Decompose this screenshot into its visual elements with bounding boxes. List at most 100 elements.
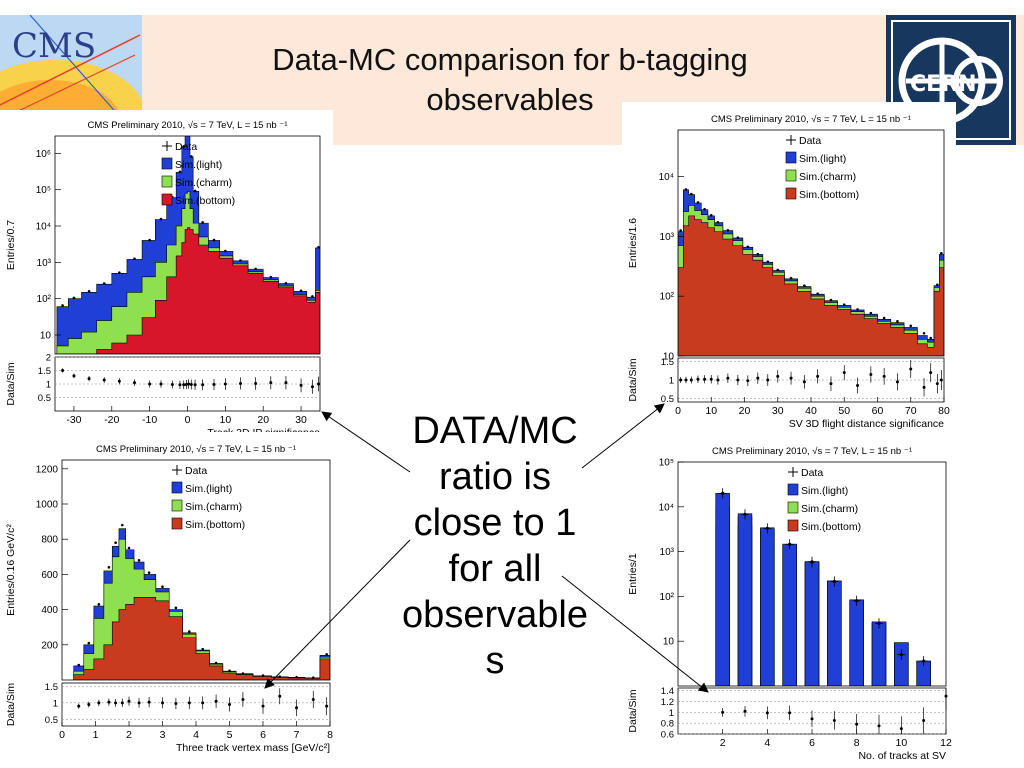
legend-entry: Sim.(charm) — [185, 501, 242, 513]
y-axis-label: Entries/1 — [627, 553, 639, 595]
legend-entry: Sim.(bottom) — [175, 195, 235, 207]
ratio-point — [689, 378, 693, 382]
data-point — [936, 283, 939, 287]
legend-entry: Sim.(light) — [185, 483, 232, 495]
legend-swatch — [787, 519, 799, 532]
ratio-point — [736, 378, 740, 382]
data-point — [118, 271, 121, 274]
data-point — [766, 260, 770, 264]
data-point — [299, 289, 303, 293]
data-point — [696, 201, 700, 204]
x-tick-label: 6 — [260, 729, 266, 741]
data-point — [882, 316, 886, 320]
legend-entry: Sim.(light) — [799, 153, 846, 165]
x-axis-label: SV 3D flight distance significance — [789, 418, 944, 430]
y-axis-label: Entries/0.7 — [5, 220, 17, 270]
ratio-point — [161, 701, 164, 705]
x-tick-label: -10 — [142, 414, 157, 426]
ratio-point — [746, 379, 750, 383]
data-point — [178, 170, 182, 174]
data-point — [201, 647, 204, 651]
legend-entry: Data — [185, 465, 207, 477]
data-point — [856, 308, 859, 311]
ratio-point — [856, 384, 860, 387]
annotation-line: observable — [402, 594, 588, 636]
data-point — [284, 281, 288, 285]
sim-bottom-area — [678, 215, 944, 356]
ratio-point — [261, 704, 265, 708]
data-point — [896, 320, 899, 323]
x-axis-label: Three track vertex mass [GeV/c²] — [176, 742, 330, 754]
annotation-line: close to 1 — [413, 502, 577, 544]
legend-entry: Sim.(charm) — [801, 503, 858, 515]
x-tick-label: 60 — [872, 405, 884, 417]
chart-header: CMS Preliminary 2010, √s = 7 TeV, L = 15… — [96, 444, 296, 455]
data-point — [121, 523, 124, 527]
data-point — [709, 213, 713, 217]
arrow-to-sv-plot — [581, 403, 665, 469]
data-point — [188, 630, 191, 633]
ratio-tick-label: 0.8 — [661, 719, 674, 730]
data-point — [241, 672, 245, 675]
arrow-to-mass-plot — [264, 539, 411, 689]
data-point — [703, 207, 706, 211]
x-tick-label: 10 — [705, 405, 717, 417]
data-point — [114, 541, 117, 545]
legend-swatch — [171, 499, 183, 512]
plot-ip-significance: CMS Preliminary 2010, √s = 7 TeV, L = 15… — [0, 110, 333, 432]
ratio-point — [174, 702, 178, 706]
data-point — [789, 276, 793, 280]
ratio-point — [178, 383, 182, 387]
data-point — [72, 296, 76, 300]
x-tick-label: 20 — [257, 414, 269, 426]
ratio-point — [212, 383, 216, 387]
ratio-point — [696, 377, 700, 381]
ratio-point — [97, 701, 101, 705]
data-point — [736, 236, 740, 239]
data-point — [102, 282, 106, 285]
ratio-point — [284, 381, 288, 385]
x-axis-label: No. of tracks at SV — [858, 750, 946, 762]
legend-swatch — [161, 157, 173, 170]
data-point — [325, 653, 328, 656]
ratio-point — [120, 701, 124, 705]
plot-frame — [61, 459, 331, 681]
annotation-line: DATA/MC — [412, 410, 578, 452]
ratio-point — [679, 378, 683, 382]
data-point — [311, 295, 314, 298]
ratio-axis-label: Data/Sim — [627, 358, 639, 401]
ratio-point — [709, 377, 713, 381]
x-tick-label: 4 — [764, 737, 770, 749]
plot-area — [678, 188, 944, 356]
arrow-to-ip-plot — [321, 411, 411, 473]
legend-entry: Data — [799, 135, 821, 147]
ratio-point — [189, 383, 193, 387]
ratio-tick-label: 1 — [46, 380, 51, 391]
plot-vertex-mass: CMS Preliminary 2010, √s = 7 TeV, L = 15… — [0, 440, 338, 762]
ratio-point — [882, 374, 886, 378]
ratio-point — [187, 382, 191, 386]
data-point — [756, 252, 760, 256]
ratio-axis-label: Data/Sim — [5, 362, 17, 405]
y-tick-label: 800 — [41, 535, 58, 546]
data-point — [261, 674, 265, 677]
data-point — [869, 311, 873, 315]
ratio-point — [133, 381, 136, 385]
arrow-to-tracks-plot — [561, 575, 709, 693]
plot-sv-flight-distance: CMS Preliminary 2010, √s = 7 TeV, L = 15… — [622, 102, 956, 434]
x-tick-label: 30 — [772, 405, 784, 417]
y-tick-label: 10² — [37, 294, 52, 305]
ratio-point — [935, 382, 939, 386]
legend-swatch — [161, 193, 173, 206]
ratio-point — [310, 385, 314, 389]
ratio-point — [107, 700, 111, 704]
ratio-point — [877, 724, 881, 728]
data-point — [278, 675, 282, 678]
ratio-tick-label: 2 — [46, 353, 51, 364]
data-point — [746, 245, 750, 249]
data-point — [829, 298, 833, 302]
ratio-tick-label: 1 — [669, 708, 674, 719]
slide-title: Data-MC comparison for b-tagging observa… — [272, 42, 748, 117]
y-tick-label: 1000 — [36, 500, 59, 511]
ratio-annotation: DATA/MC ratio is close to 1 for all obse… — [390, 408, 600, 684]
